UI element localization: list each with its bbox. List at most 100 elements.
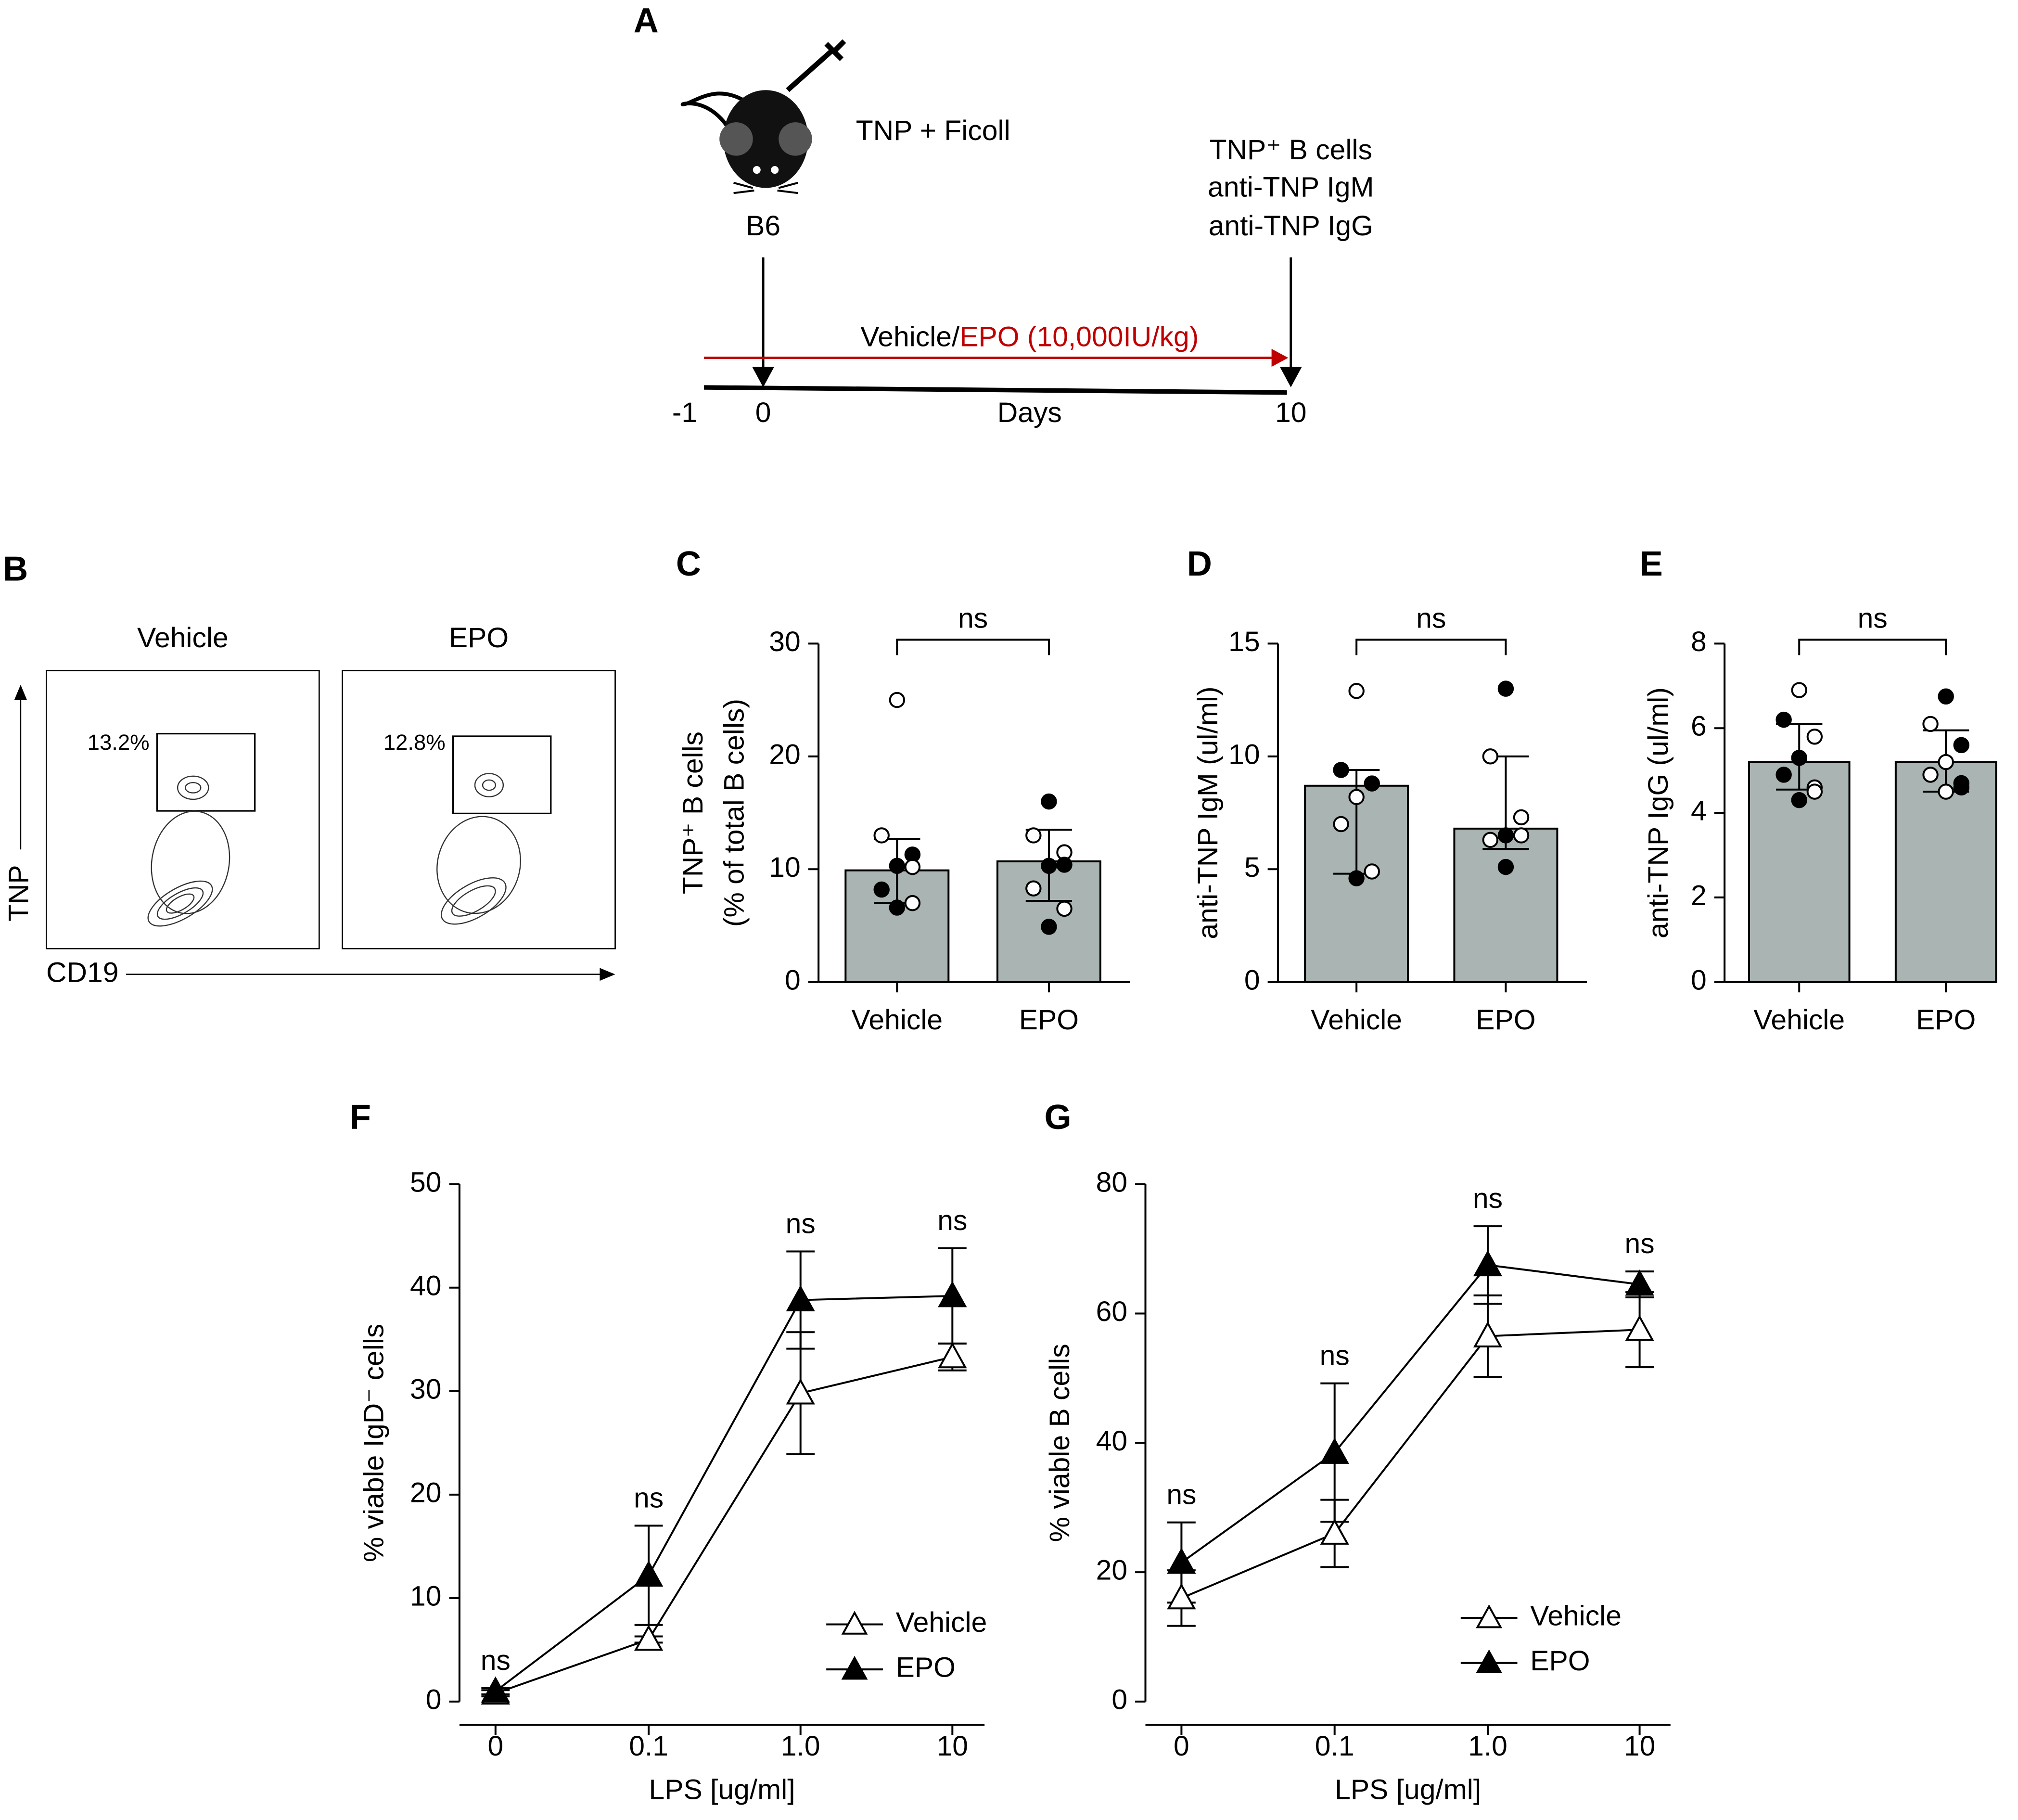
data-point xyxy=(1922,767,1939,783)
significance-bracket xyxy=(1355,639,1507,655)
y-tick-label: 0 xyxy=(1111,1684,1127,1715)
marker xyxy=(938,1281,967,1307)
day-label: 0 xyxy=(755,397,771,428)
significance-label: ns xyxy=(1166,1479,1196,1511)
data-point xyxy=(1041,793,1057,810)
panel-letter: D xyxy=(1187,545,1212,583)
data-point xyxy=(873,827,890,844)
y-tick-label: 20 xyxy=(410,1477,441,1508)
data-point xyxy=(1791,792,1807,808)
y-tick-label: 30 xyxy=(410,1373,441,1405)
data-point xyxy=(1041,919,1057,935)
arrow-head xyxy=(600,968,615,981)
bar xyxy=(1453,827,1558,983)
y-tick-label: 10 xyxy=(1228,739,1260,770)
panel-letter: A xyxy=(634,1,659,40)
significance-label: ns xyxy=(958,603,988,634)
y-axis-label: (% of total B cells) xyxy=(719,699,750,927)
y-tick-label: 50 xyxy=(410,1166,441,1198)
data-point xyxy=(889,692,906,708)
data-point xyxy=(904,895,921,911)
significance-label: ns xyxy=(1858,603,1888,634)
marker xyxy=(1473,1250,1503,1277)
gate-label: 12.8% xyxy=(383,730,446,755)
readout: anti-TNP IgG xyxy=(1209,210,1373,242)
data-point xyxy=(1513,827,1530,844)
significance-bracket xyxy=(1798,639,1947,655)
y-tick-label: 0 xyxy=(785,964,801,996)
y-tick-label: 20 xyxy=(769,739,800,770)
x-tick-label: Vehicle xyxy=(851,1004,943,1036)
y-axis-label: % viable IgD⁻ cells xyxy=(358,1324,390,1562)
treatment: TNP + Ficoll xyxy=(856,115,1010,146)
x-tick-label: 0.1 xyxy=(629,1730,668,1762)
data-point xyxy=(1482,832,1499,848)
mouse-icon xyxy=(680,39,846,194)
y-tick-label: 0 xyxy=(1244,964,1260,996)
series-line xyxy=(1181,1329,1640,1599)
y-tick-label: 6 xyxy=(1691,711,1707,742)
legend-marker xyxy=(1476,1604,1503,1628)
data-point xyxy=(1025,827,1042,844)
data-point xyxy=(1333,816,1349,833)
series-line xyxy=(495,1295,953,1692)
marker xyxy=(786,1285,815,1311)
marker xyxy=(786,1378,815,1405)
significance-label: ns xyxy=(786,1208,816,1240)
epo-text: EPO (10,000IU/kg) xyxy=(959,321,1199,352)
data-point xyxy=(1513,809,1530,826)
x-axis-label: CD19 xyxy=(46,957,118,988)
x-tick-label: 10 xyxy=(937,1730,968,1762)
y-tick-label: 2 xyxy=(1691,880,1707,911)
data-point xyxy=(1497,827,1514,844)
y-axis-label: anti-TNP IgG (ul/ml) xyxy=(1643,687,1674,938)
flow-plots xyxy=(46,670,616,949)
x-tick-label: EPO xyxy=(1019,1004,1079,1036)
significance-label: ns xyxy=(1625,1228,1655,1259)
marker xyxy=(1473,1321,1503,1347)
marker xyxy=(1320,1518,1349,1545)
data-point xyxy=(1791,750,1807,766)
data-point xyxy=(1775,711,1792,728)
x-tick-label: 1.0 xyxy=(781,1730,820,1762)
y-tick-label: 5 xyxy=(1244,852,1260,883)
x-tick-label: 0 xyxy=(487,1730,503,1762)
y-tick-label: 40 xyxy=(1096,1425,1127,1457)
gate-label: 13.2% xyxy=(88,730,150,755)
data-point xyxy=(1497,680,1514,697)
data-point xyxy=(1938,754,1954,770)
data-point xyxy=(1364,863,1380,880)
y-tick-label: 0 xyxy=(426,1684,442,1715)
data-point xyxy=(1938,688,1954,705)
marker xyxy=(634,1625,664,1651)
data-point xyxy=(1364,775,1380,792)
marker xyxy=(1167,1583,1196,1610)
readout: TNP⁺ B cells xyxy=(1210,134,1372,166)
y-tick-label: 4 xyxy=(1691,795,1707,827)
x-axis-label: LPS [ug/ml] xyxy=(1335,1774,1481,1806)
y-tick-label: 15 xyxy=(1228,626,1260,657)
series-line xyxy=(495,1356,953,1694)
legend-marker xyxy=(1476,1649,1503,1673)
arrows xyxy=(752,257,1302,387)
data-point xyxy=(1482,748,1499,765)
x-tick-label: EPO xyxy=(1476,1004,1535,1036)
data-point xyxy=(1041,858,1057,874)
legend-label: Vehicle xyxy=(1530,1601,1622,1632)
y-tick-label: 8 xyxy=(1691,626,1707,657)
significance-bracket xyxy=(896,639,1050,655)
days-label: Days xyxy=(997,397,1062,428)
legend-label: EPO xyxy=(896,1652,956,1683)
arrow-head xyxy=(14,684,27,701)
arrow-head xyxy=(1271,348,1289,367)
data-point xyxy=(1953,737,1969,754)
data-point xyxy=(1775,767,1792,783)
marker xyxy=(1320,1437,1349,1464)
readout: anti-TNP IgM xyxy=(1208,172,1374,203)
marker xyxy=(1167,1548,1196,1574)
data-point xyxy=(873,881,890,898)
y-tick-label: 0 xyxy=(1691,964,1707,996)
significance-label: ns xyxy=(1320,1340,1350,1371)
